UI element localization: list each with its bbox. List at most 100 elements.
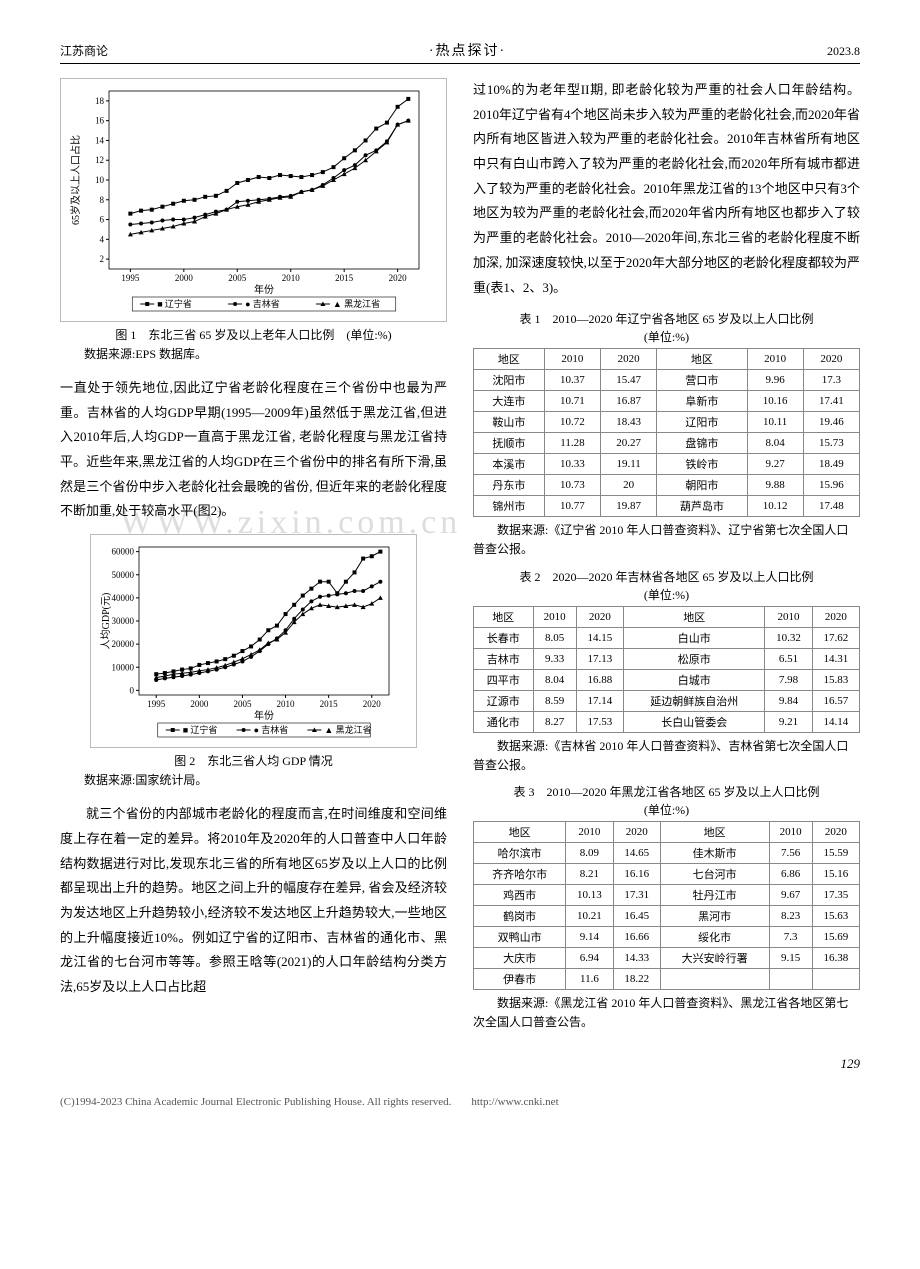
- page-number: 129: [60, 1056, 860, 1072]
- table-header-cell: 地区: [474, 606, 534, 627]
- svg-text:● 吉林省: ● 吉林省: [254, 724, 289, 735]
- table-row: 伊春市11.618.22: [474, 968, 860, 989]
- chart2-svg: 0 10000 20000 30000 40000 50000 60000 1995 2000 2…: [97, 541, 397, 741]
- svg-text:▲ 黑龙江省: ▲ 黑龙江省: [324, 724, 371, 735]
- svg-text:12: 12: [95, 155, 104, 165]
- table-row: 大庆市6.9414.33大兴安岭行署9.1516.38: [474, 947, 860, 968]
- table-row: 沈阳市10.3715.47营口市9.9617.3: [474, 370, 860, 391]
- table-row: 吉林市9.3317.13松原市6.5114.31: [474, 648, 860, 669]
- paragraph-right: 过10%的为老年型II期, 即老龄化较为严重的社会人口年龄结构。2010年辽宁省…: [473, 78, 860, 300]
- issue-date: 2023.8: [827, 44, 860, 59]
- footer-url: http://www.cnki.net: [471, 1096, 558, 1108]
- svg-text:30000: 30000: [112, 616, 135, 626]
- svg-text:60000: 60000: [112, 547, 135, 557]
- main-columns: 2 4 6 8 10 12 14 16 18 1995 2000 2005 2010 2015 2020 年份…: [60, 78, 860, 1040]
- table-header-cell: 2010: [765, 606, 812, 627]
- svg-text:8: 8: [100, 195, 105, 205]
- section-name: ·热点探讨·: [429, 40, 506, 60]
- svg-text:2020: 2020: [389, 273, 408, 283]
- svg-text:65岁及以上人口占比: 65岁及以上人口占比: [69, 135, 82, 225]
- svg-text:年份: 年份: [254, 283, 274, 296]
- svg-text:20000: 20000: [112, 639, 135, 649]
- table-header-cell: 2020: [613, 821, 660, 842]
- svg-text:■ 辽宁省: ■ 辽宁省: [157, 298, 192, 309]
- left-column: 2 4 6 8 10 12 14 16 18 1995 2000 2005 2010 2015 2020 年份…: [60, 78, 447, 1040]
- journal-name: 江苏商论: [60, 42, 108, 59]
- table-row: 大连市10.7116.87阜新市10.1617.41: [474, 391, 860, 412]
- table-row: 哈尔滨市8.0914.65佳木斯市7.5615.59: [474, 842, 860, 863]
- svg-text:2000: 2000: [190, 699, 209, 709]
- paragraph-1: 一直处于领先地位,因此辽宁省老龄化程度在三个省份中也最为严重。吉林省的人均GDP…: [60, 376, 447, 524]
- chart1-svg: 2 4 6 8 10 12 14 16 18 1995 2000 2005 2010 2015 2020 年份…: [67, 85, 427, 315]
- figure-2-caption: 图 2 东北三省人均 GDP 情况: [60, 752, 447, 769]
- svg-text:● 吉林省: ● 吉林省: [245, 298, 280, 309]
- table-header-cell: 地区: [474, 349, 545, 370]
- table-row: 鸡西市10.1317.31牡丹江市9.6717.35: [474, 884, 860, 905]
- svg-text:40000: 40000: [112, 593, 135, 603]
- table-1-source: 数据来源:《辽宁省 2010 年人口普查资料》、辽宁省第七次全国人口普查公报。: [473, 521, 860, 559]
- table-header-cell: 2010: [566, 821, 613, 842]
- svg-text:▲ 黑龙江省: ▲ 黑龙江省: [333, 298, 380, 309]
- svg-text:18: 18: [95, 96, 105, 106]
- svg-text:2020: 2020: [363, 699, 382, 709]
- table-header-cell: 2010: [747, 349, 803, 370]
- table-3-source: 数据来源:《黑龙江省 2010 年人口普查资料》、黑龙江省各地区第七次全国人口普…: [473, 994, 860, 1032]
- svg-text:10: 10: [95, 175, 105, 185]
- table-header-cell: 2010: [769, 821, 812, 842]
- table-header-cell: 地区: [623, 606, 764, 627]
- svg-text:16: 16: [95, 116, 105, 126]
- table-row: 通化市8.2717.53长白山管委会9.2114.14: [474, 711, 860, 732]
- table-row: 抚顺市11.2820.27盘锦市8.0415.73: [474, 433, 860, 454]
- svg-text:年份: 年份: [254, 709, 274, 722]
- table-2: 地区20102020地区20102020长春市8.0514.15白山市10.32…: [473, 606, 860, 733]
- footer-copyright: (C)1994-2023 China Academic Journal Elec…: [60, 1096, 451, 1108]
- table-2-source: 数据来源:《吉林省 2010 年人口普查资料》、吉林省第七次全国人口普查公报。: [473, 737, 860, 775]
- svg-text:2000: 2000: [175, 273, 194, 283]
- figure-1-caption: 图 1 东北三省 65 岁及以上老年人口比例 (单位:%): [60, 326, 447, 343]
- svg-text:6: 6: [100, 215, 105, 225]
- table-3-caption: 表 3 2010—2020 年黑龙江省各地区 65 岁及以上人口比例(单位:%): [473, 783, 860, 819]
- svg-text:2015: 2015: [320, 699, 339, 709]
- svg-text:50000: 50000: [112, 570, 135, 580]
- table-row: 长春市8.0514.15白山市10.3217.62: [474, 627, 860, 648]
- svg-text:人均GDP(元): 人均GDP(元): [100, 593, 112, 650]
- table-1: 地区20102020地区20102020沈阳市10.3715.47营口市9.96…: [473, 348, 860, 517]
- table-row: 齐齐哈尔市8.2116.16七台河市6.8615.16: [474, 863, 860, 884]
- table-row: 四平市8.0416.88白城市7.9815.83: [474, 669, 860, 690]
- table-header-cell: 2020: [576, 606, 623, 627]
- svg-text:2005: 2005: [228, 273, 247, 283]
- svg-text:2005: 2005: [233, 699, 252, 709]
- svg-text:4: 4: [100, 234, 105, 244]
- table-row: 辽源市8.5917.14延边朝鲜族自治州9.8416.57: [474, 690, 860, 711]
- table-header-cell: 2010: [544, 349, 600, 370]
- figure-1: 2 4 6 8 10 12 14 16 18 1995 2000 2005 2010 2015 2020 年份…: [60, 78, 447, 322]
- table-header-cell: 地区: [474, 821, 566, 842]
- table-3: 地区20102020地区20102020哈尔滨市8.0914.65佳木斯市7.5…: [473, 821, 860, 990]
- page-header: 江苏商论 ·热点探讨· 2023.8: [60, 40, 860, 64]
- svg-text:14: 14: [95, 135, 105, 145]
- table-header-cell: 2020: [812, 821, 859, 842]
- table-row: 鞍山市10.7218.43辽阳市10.1119.46: [474, 412, 860, 433]
- svg-text:2015: 2015: [335, 273, 354, 283]
- svg-text:1995: 1995: [121, 273, 139, 283]
- table-row: 锦州市10.7719.87葫芦岛市10.1217.48: [474, 496, 860, 517]
- table-header-cell: 2020: [812, 606, 859, 627]
- table-header-cell: 2010: [533, 606, 576, 627]
- figure-2-source: 数据来源:国家统计局。: [60, 771, 447, 788]
- figure-1-source: 数据来源:EPS 数据库。: [60, 345, 447, 362]
- right-column: 过10%的为老年型II期, 即老龄化较为严重的社会人口年龄结构。2010年辽宁省…: [473, 78, 860, 1040]
- svg-text:10000: 10000: [112, 662, 135, 672]
- table-row: 鹤岗市10.2116.45黑河市8.2315.63: [474, 905, 860, 926]
- svg-text:2010: 2010: [282, 273, 301, 283]
- table-row: 本溪市10.3319.11铁岭市9.2718.49: [474, 454, 860, 475]
- svg-text:2: 2: [100, 254, 105, 264]
- table-header-cell: 地区: [657, 349, 747, 370]
- svg-text:1995: 1995: [147, 699, 166, 709]
- svg-text:0: 0: [130, 686, 135, 696]
- table-row: 双鸭山市9.1416.66绥化市7.315.69: [474, 926, 860, 947]
- table-1-caption: 表 1 2010—2020 年辽宁省各地区 65 岁及以上人口比例(单位:%): [473, 310, 860, 346]
- svg-text:2010: 2010: [277, 699, 296, 709]
- svg-text:■ 辽宁省: ■ 辽宁省: [183, 724, 218, 735]
- table-2-caption: 表 2 2020—2020 年吉林省各地区 65 岁及以上人口比例(单位:%): [473, 568, 860, 604]
- figure-2: 0 10000 20000 30000 40000 50000 60000 1995 2000 2…: [90, 534, 417, 748]
